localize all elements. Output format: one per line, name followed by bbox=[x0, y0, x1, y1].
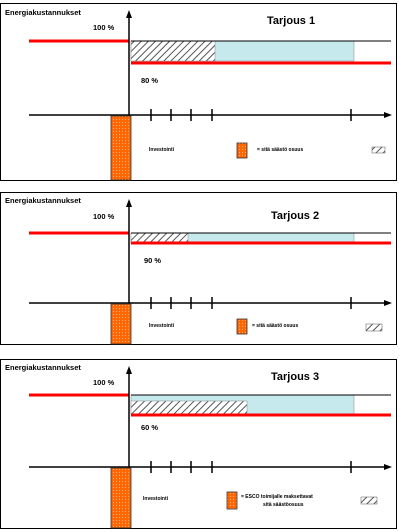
x-axis-arrow bbox=[384, 112, 392, 118]
legend-hatch-swatch bbox=[360, 496, 378, 505]
x-axis-arrow bbox=[384, 464, 392, 470]
legend-esco-label-2: sitä säästöosuus bbox=[263, 502, 304, 508]
legend-esco-label: = sitä säästö osuus bbox=[257, 147, 304, 153]
baseline-label: 100 % bbox=[93, 23, 115, 32]
y-axis-label: Energiakustannukset bbox=[5, 8, 81, 17]
panel-title: Tarjous 3 bbox=[271, 371, 320, 383]
x-axis-ticks bbox=[150, 297, 352, 309]
y-axis-arrow bbox=[126, 366, 132, 374]
legend-investment-swatch bbox=[226, 491, 238, 510]
legend-investment-label: Investointi bbox=[143, 496, 169, 502]
y-axis-arrow bbox=[126, 10, 132, 18]
legend-investment-label: Investointi bbox=[149, 147, 175, 153]
legend-investment-swatch bbox=[236, 142, 248, 159]
y-axis-arrow bbox=[126, 199, 132, 207]
legend-investment-label: Investointi bbox=[149, 323, 175, 329]
legend-esco-label: = ESCO toimijalle maksettavat bbox=[241, 494, 313, 500]
panel-title: Tarjous 1 bbox=[267, 15, 316, 27]
offer-panel-2: Energiakustannukset 100 % Tarjous 2 90 %… bbox=[0, 192, 397, 345]
offer-diagram-1 bbox=[29, 10, 392, 181]
level-label: 60 % bbox=[141, 423, 159, 432]
offer-panel-1: Energiakustannukset 100 % Tarjous 1 80 %… bbox=[0, 3, 397, 181]
investment-bar bbox=[110, 303, 132, 345]
offer-panel-3: Energiakustannukset 100 % Tarjous 3 60 %… bbox=[0, 359, 397, 529]
esco-share-hatch bbox=[130, 40, 216, 62]
baseline-label: 100 % bbox=[93, 212, 115, 221]
level-label: 90 % bbox=[144, 256, 162, 265]
legend-investment-swatch bbox=[236, 318, 248, 335]
offer-diagram-2 bbox=[29, 199, 392, 345]
y-axis-label: Energiakustannukset bbox=[5, 196, 81, 205]
x-axis-ticks bbox=[150, 461, 352, 473]
esco-share-hatch bbox=[130, 400, 248, 415]
offer-diagram-3 bbox=[29, 366, 392, 529]
investment-bar bbox=[110, 115, 132, 181]
investment-bar bbox=[110, 467, 132, 529]
x-axis-ticks bbox=[150, 109, 352, 121]
legend-hatch-swatch bbox=[365, 323, 383, 332]
baseline-label: 100 % bbox=[93, 378, 115, 387]
legend-hatch-swatch bbox=[371, 146, 386, 154]
y-axis-label: Energiakustannukset bbox=[5, 363, 81, 372]
legend-esco-label: = sitä säästö osuus bbox=[252, 323, 299, 329]
level-label: 80 % bbox=[141, 76, 159, 85]
panel-title: Tarjous 2 bbox=[271, 210, 320, 222]
x-axis-arrow bbox=[384, 300, 392, 306]
